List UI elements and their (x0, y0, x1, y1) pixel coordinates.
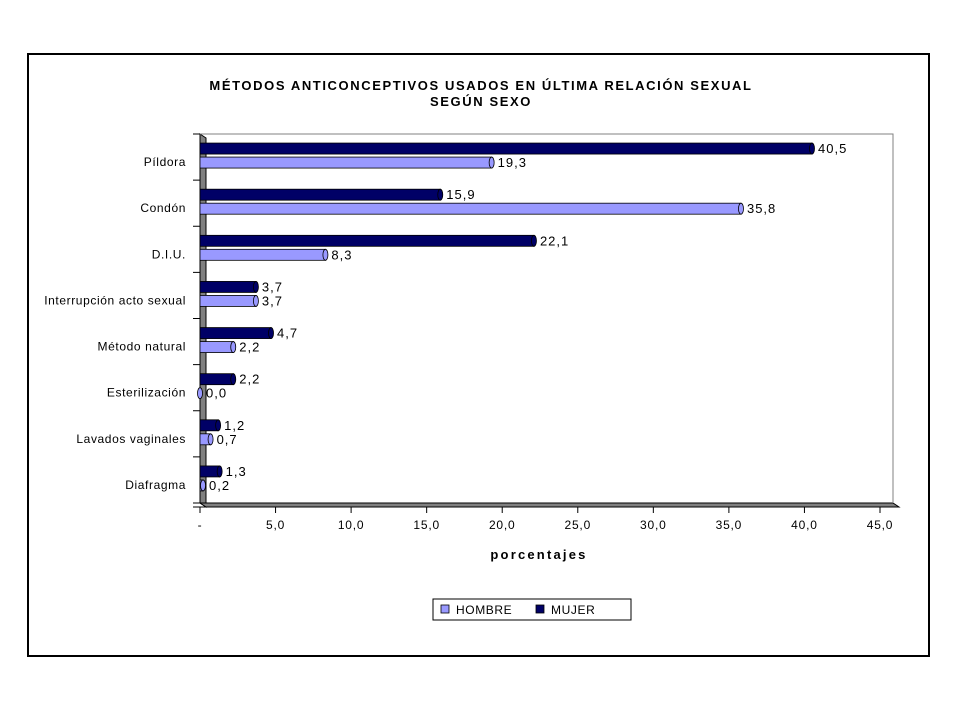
bar-cap-hombre-condon (738, 202, 744, 215)
x-tick-label-0: - (198, 518, 203, 532)
legend-label-mujer: MUJER (551, 603, 595, 617)
bar-chart: MÉTODOS ANTICONCEPTIVOS USADOS EN ÚLTIMA… (44, 78, 901, 621)
category-label-interrupcion-acto-sexual: Interrupción acto sexual (44, 293, 186, 307)
x-axis-label: porcentajes (490, 547, 587, 562)
x-tick-label-6: 30,0 (640, 518, 667, 532)
plot-floor (198, 502, 901, 508)
bar-hombre-pildora (199, 156, 493, 169)
value-label-hombre-metodo-natural: 2,2 (239, 340, 260, 355)
value-label-hombre-d-i-u: 8,3 (331, 247, 352, 262)
bar-cap-mujer-condon (437, 188, 444, 201)
category-label-pildora: Píldora (144, 155, 186, 169)
x-tick-label-9: 45,0 (867, 518, 894, 532)
bar-mujer-diafragma (199, 465, 221, 478)
bar-cap-hombre-d-i-u (322, 248, 329, 261)
legend: HOMBRE MUJER (432, 598, 632, 621)
bar-hombre-condon (199, 202, 742, 215)
value-label-mujer-diafragma: 1,3 (226, 464, 247, 479)
chart-title-line-1: MÉTODOS ANTICONCEPTIVOS USADOS EN ÚLTIMA… (209, 78, 752, 93)
bar-cap-hombre-diafragma (200, 479, 206, 492)
bar-mujer-condon (199, 188, 441, 201)
bar-hombre-metodo-natural (199, 341, 234, 353)
bar-cap-hombre-lavados-vaginales (207, 433, 214, 446)
plot-back-border (200, 133, 894, 503)
value-label-mujer-pildora: 40,5 (818, 141, 847, 156)
value-label-hombre-esterilizacion: 0,0 (206, 386, 227, 401)
value-label-hombre-diafragma: 0,2 (209, 478, 230, 493)
bar-mujer-interrupcion-acto-sexual (199, 281, 257, 293)
bar-cap-mujer-diafragma (216, 465, 223, 478)
bar-mujer-esterilizacion (199, 373, 234, 386)
value-label-mujer-esterilizacion: 2,2 (239, 372, 260, 387)
bar-cap-mujer-pildora (809, 142, 815, 155)
x-tick-label-2: 10,0 (338, 518, 365, 532)
bar-cap-mujer-metodo-natural (268, 327, 274, 339)
category-label-esterilizacion: Esterilización (107, 386, 186, 400)
bar-cap-hombre-metodo-natural (230, 341, 237, 353)
value-label-mujer-interrupcion-acto-sexual: 3,7 (262, 279, 283, 294)
x-ticks-group: - 5,0 10,0 15,0 20,0 25,0 30,0 35,0 40,0 45,0 (198, 507, 894, 532)
bars-group (197, 142, 815, 492)
category-labels-group: Píldora Condón D.I.U. Interrupción acto sex… (44, 133, 200, 504)
bar-mujer-pildora (199, 142, 813, 155)
value-label-mujer-condon: 15,9 (446, 187, 475, 202)
x-tick-label-1: 5,0 (266, 518, 285, 532)
category-label-condon: Condón (140, 201, 186, 215)
bar-cap-hombre-pildora (488, 156, 495, 169)
chart-frame: MÉTODOS ANTICONCEPTIVOS USADOS EN ÚLTIMA… (27, 53, 930, 657)
category-label-metodo-natural: Método natural (98, 340, 186, 354)
value-label-hombre-interrupcion-acto-sexual: 3,7 (262, 293, 283, 308)
bar-hombre-d-i-u (199, 248, 326, 261)
bar-cap-hombre-esterilizacion (197, 387, 203, 400)
legend-box (432, 598, 632, 621)
value-label-hombre-condon: 35,8 (747, 201, 776, 216)
legend-swatch-mujer (535, 604, 545, 614)
legend-swatch-hombre (440, 604, 450, 614)
x-tick-label-5: 25,0 (564, 518, 591, 532)
category-label-lavados-vaginales: Lavados vaginales (76, 432, 186, 446)
bar-hombre-interrupcion-acto-sexual (199, 295, 257, 307)
bar-cap-mujer-lavados-vaginales (215, 419, 222, 432)
value-label-mujer-metodo-natural: 4,7 (277, 326, 298, 341)
value-label-hombre-pildora: 19,3 (498, 155, 527, 170)
x-tick-label-3: 15,0 (413, 518, 440, 532)
bar-cap-hombre-interrupcion-acto-sexual (253, 295, 259, 307)
x-tick-label-8: 40,0 (791, 518, 818, 532)
legend-label-hombre: HOMBRE (456, 603, 512, 617)
bar-mujer-d-i-u (199, 234, 535, 247)
x-tick-label-4: 20,0 (489, 518, 516, 532)
bar-cap-mujer-esterilizacion (230, 373, 237, 386)
x-tick-label-7: 35,0 (716, 518, 743, 532)
value-label-hombre-lavados-vaginales: 0,7 (217, 432, 238, 447)
value-label-mujer-d-i-u: 22,1 (540, 233, 569, 248)
value-labels-group: 40,5 19,3 15,9 35,8 22,1 8,3 3,73,7 4,7 2,2 2,2 0,… (206, 141, 847, 493)
category-label-diafragma: Diafragma (125, 478, 186, 492)
bar-cap-mujer-interrupcion-acto-sexual (253, 281, 259, 293)
chart-title-line-2: SEGÚN SEXO (430, 94, 532, 109)
bar-cap-mujer-d-i-u (531, 234, 537, 247)
category-label-d-i-u: D.I.U. (152, 247, 186, 261)
value-label-mujer-lavados-vaginales: 1,2 (224, 418, 245, 433)
bar-mujer-metodo-natural (199, 327, 272, 339)
